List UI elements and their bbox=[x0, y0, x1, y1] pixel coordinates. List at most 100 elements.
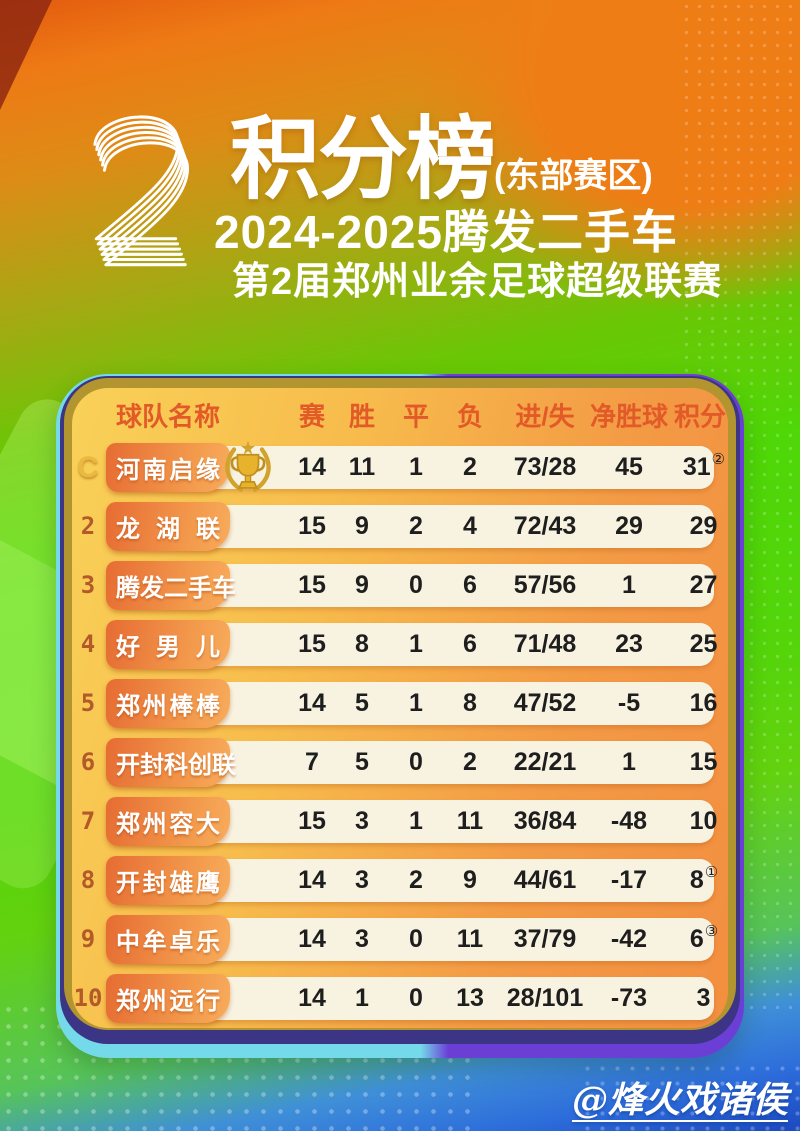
cell-drawn: 0 bbox=[409, 925, 423, 953]
cell-won: 11 bbox=[348, 453, 376, 481]
trophy-icon bbox=[225, 440, 271, 492]
cell-gd: 1 bbox=[622, 748, 636, 776]
cell-lost: 11 bbox=[456, 807, 484, 835]
cell-played: 14 bbox=[298, 453, 326, 481]
cell-lost: 4 bbox=[463, 512, 477, 540]
standings-table: 球队名称 赛 胜 平 负 进/失 净胜球 积分 C 河南启缘 bbox=[72, 388, 728, 1028]
cell-gd: -48 bbox=[610, 807, 648, 835]
cell-points: 15 bbox=[689, 748, 718, 776]
cell-goals: 36/84 bbox=[513, 807, 577, 835]
cell-played: 7 bbox=[305, 748, 319, 776]
rank-badge: 7 bbox=[80, 807, 96, 835]
cell-lost: 13 bbox=[456, 984, 484, 1012]
rank-badge: 5 bbox=[80, 689, 96, 717]
cell-won: 8 bbox=[355, 630, 369, 658]
cell-drawn: 1 bbox=[409, 630, 423, 658]
halftone-dots-bottom-right bbox=[580, 1061, 800, 1131]
column-header-points: 积分 bbox=[673, 401, 727, 432]
column-header-team: 球队名称 bbox=[116, 401, 221, 432]
cell-gd: -42 bbox=[610, 925, 648, 953]
rank-badge: 8 bbox=[80, 866, 96, 894]
cell-played: 14 bbox=[298, 984, 326, 1012]
cell-goals: 28/101 bbox=[506, 984, 584, 1012]
team-name-pill: 好男儿 bbox=[106, 620, 230, 669]
cell-played: 14 bbox=[298, 689, 326, 717]
cell-points: 6③ bbox=[689, 923, 719, 953]
poster-header: 积分榜 (东部赛区) 2024-2025腾发二手车 第2届郑州业余足球超级联赛 bbox=[0, 0, 800, 340]
cell-played: 15 bbox=[298, 512, 326, 540]
table-row: 4 好男儿 15 8 1 6 71/48 23 25 bbox=[81, 615, 717, 674]
rank-badge: 2 bbox=[80, 512, 96, 540]
cell-points: 3 bbox=[696, 984, 711, 1012]
rank-badge: 6 bbox=[80, 748, 96, 776]
team-name-pill: 中牟卓乐 bbox=[106, 915, 230, 964]
table-row: 7 郑州容大 15 3 1 11 36/84 -48 10 bbox=[81, 792, 717, 851]
table-row: C 河南启缘 14 11 1 2 bbox=[77, 438, 725, 497]
cell-lost: 8 bbox=[463, 689, 477, 717]
cell-lost: 11 bbox=[456, 925, 484, 953]
rank-badge: 4 bbox=[80, 630, 96, 658]
cell-goals: 71/48 bbox=[513, 630, 577, 658]
cell-gd: 29 bbox=[615, 512, 643, 540]
cell-goals: 72/43 bbox=[513, 512, 577, 540]
cell-won: 3 bbox=[355, 866, 369, 894]
region-label: (东部赛区) bbox=[494, 157, 653, 195]
team-name-pill: 龙湖联 bbox=[106, 502, 230, 551]
cell-points: 10 bbox=[689, 807, 718, 835]
column-header-won: 胜 bbox=[348, 401, 376, 432]
cell-won: 3 bbox=[355, 807, 369, 835]
cell-goals: 22/21 bbox=[513, 748, 577, 776]
cell-won: 9 bbox=[355, 512, 369, 540]
cell-won: 5 bbox=[355, 748, 369, 776]
team-name-pill: 河南启缘 bbox=[106, 443, 230, 492]
rank-badge: 3 bbox=[80, 571, 96, 599]
cell-points: 27 bbox=[689, 571, 718, 599]
cell-lost: 6 bbox=[463, 630, 477, 658]
cell-lost: 2 bbox=[463, 453, 477, 481]
column-header-goals: 进/失 bbox=[515, 401, 575, 432]
cell-goals: 37/79 bbox=[513, 925, 577, 953]
cell-drawn: 0 bbox=[409, 571, 423, 599]
cell-goals: 47/52 bbox=[513, 689, 577, 717]
cell-played: 15 bbox=[298, 571, 326, 599]
author-watermark: @烽火戏诸侯 bbox=[571, 1079, 788, 1121]
table-row: 10 郑州远行 14 1 0 13 28/101 -73 3 bbox=[74, 969, 714, 1028]
cell-gd: 1 bbox=[622, 571, 636, 599]
table-row: 3 腾发二手车 15 9 0 6 57/56 1 27 bbox=[81, 556, 717, 615]
cell-played: 15 bbox=[298, 630, 326, 658]
table-row: 2 龙湖联 15 9 2 4 72/43 29 29 bbox=[81, 497, 717, 556]
team-name-pill: 郑州远行 bbox=[106, 974, 230, 1023]
cell-goals: 57/56 bbox=[513, 571, 577, 599]
league-title: 第2届郑州业余足球超级联赛 bbox=[232, 261, 723, 303]
cell-won: 1 bbox=[355, 984, 369, 1012]
big-number-2-icon bbox=[93, 115, 189, 267]
rank-badge: 9 bbox=[80, 925, 96, 953]
team-name-pill: 郑州棒棒 bbox=[106, 679, 230, 728]
cell-won: 9 bbox=[355, 571, 369, 599]
cell-gd: 45 bbox=[615, 453, 643, 481]
cell-points: 8① bbox=[689, 864, 719, 894]
cell-gd: 23 bbox=[615, 630, 643, 658]
rank-badge: 10 bbox=[73, 984, 103, 1012]
cell-lost: 9 bbox=[463, 866, 477, 894]
cell-drawn: 1 bbox=[409, 453, 423, 481]
cell-drawn: 2 bbox=[409, 866, 423, 894]
cell-gd: -5 bbox=[617, 689, 641, 717]
cell-drawn: 2 bbox=[409, 512, 423, 540]
table-row: 6 开封科创联 7 5 0 2 22/21 1 15 bbox=[81, 733, 717, 792]
cell-points: 29 bbox=[689, 512, 718, 540]
cell-played: 15 bbox=[298, 807, 326, 835]
team-name-pill: 腾发二手车 bbox=[106, 561, 236, 610]
page-title: 积分榜 bbox=[230, 110, 496, 210]
cell-played: 14 bbox=[298, 866, 326, 894]
table-row: 8 开封雄鹰 14 3 2 9 44/61 -17 8① bbox=[81, 851, 718, 910]
cell-drawn: 0 bbox=[409, 984, 423, 1012]
points-footnote: ② bbox=[711, 451, 726, 468]
table-row: 5 郑州棒棒 14 5 1 8 47/52 -5 16 bbox=[81, 674, 717, 733]
team-name-pill: 郑州容大 bbox=[106, 797, 230, 846]
team-name-pill: 开封科创联 bbox=[106, 738, 236, 787]
column-header-played: 赛 bbox=[298, 401, 326, 432]
cell-lost: 2 bbox=[463, 748, 477, 776]
team-name-pill: 开封雄鹰 bbox=[106, 856, 230, 905]
cell-goals: 73/28 bbox=[513, 453, 577, 481]
